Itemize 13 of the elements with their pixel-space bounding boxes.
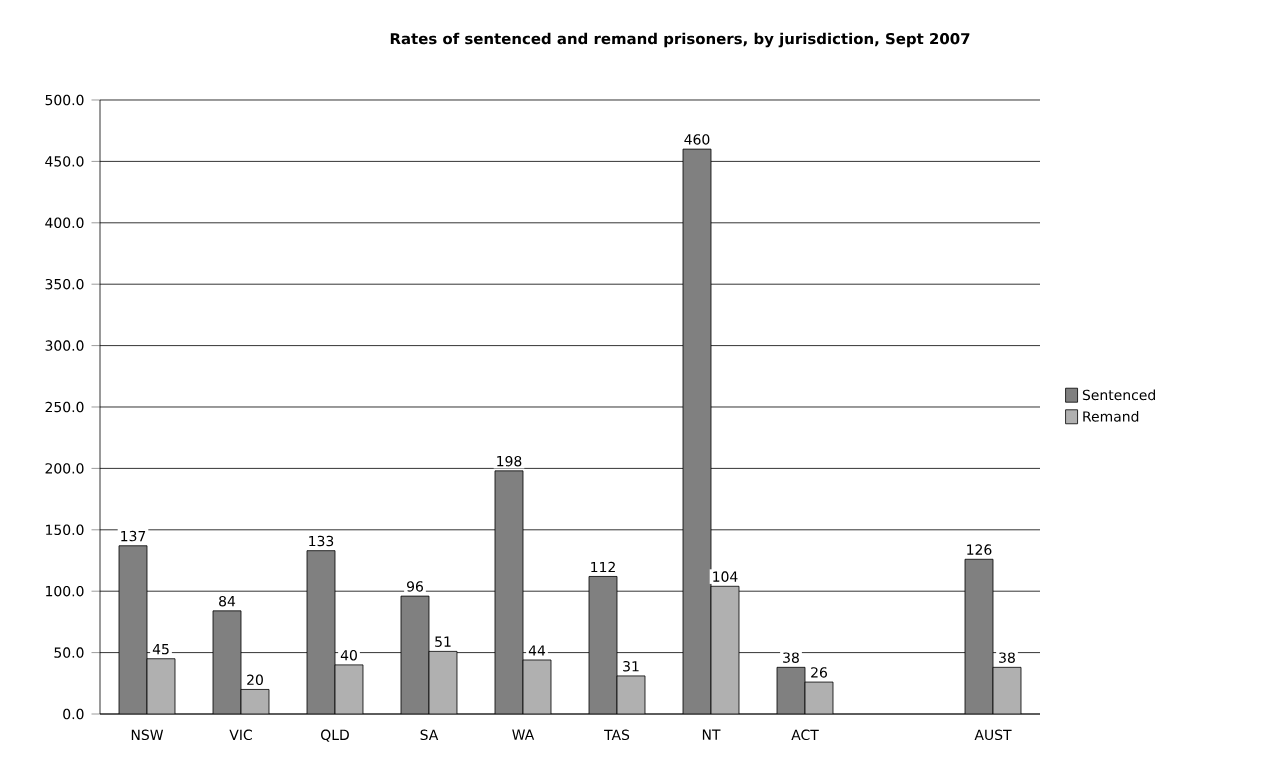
bar — [710, 585, 740, 714]
bar — [992, 666, 1022, 714]
bar — [588, 576, 618, 714]
bar — [682, 148, 712, 714]
bar — [428, 650, 458, 714]
bar — [964, 558, 994, 714]
bar — [212, 610, 242, 714]
bar — [118, 545, 148, 714]
bar — [146, 658, 176, 714]
bar — [400, 595, 430, 714]
bar — [494, 470, 524, 714]
bar — [306, 550, 336, 714]
bar — [776, 666, 806, 714]
